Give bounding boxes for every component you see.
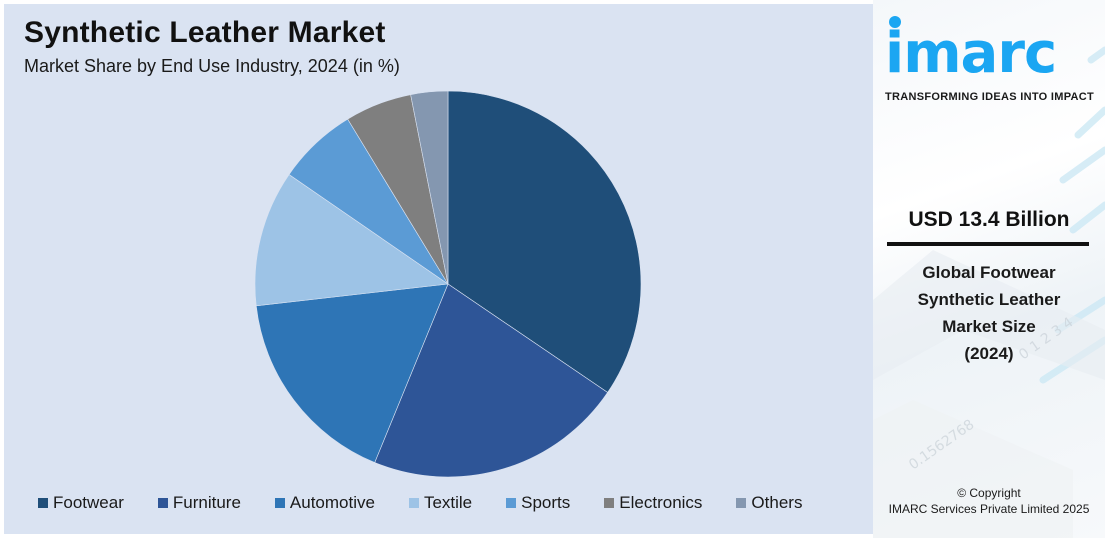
desc-line: Global Footwear xyxy=(922,263,1056,282)
chart-title: Synthetic Leather Market xyxy=(24,16,386,49)
pie-slice-footwear xyxy=(447,90,642,393)
market-size-value: USD 13.4 Billion xyxy=(908,208,1070,231)
legend-item-textile: Textile xyxy=(408,493,473,513)
logo-dot-icon xyxy=(889,16,901,28)
legend-item-electronics: Electronics xyxy=(604,493,702,513)
legend-label: Textile xyxy=(423,493,473,512)
copyright-line: © Copyright xyxy=(957,486,1021,500)
legend-swatch xyxy=(274,498,285,508)
legend-item-sports: Sports xyxy=(506,493,570,513)
pie-slice-textile xyxy=(254,174,449,307)
legend-item-footwear: Footwear xyxy=(38,493,124,513)
legend-label: Electronics xyxy=(619,493,703,512)
legend-item-furniture: Furniture xyxy=(157,493,241,513)
legend-label: Furniture xyxy=(172,493,241,512)
brand-name: imarc xyxy=(885,21,1057,86)
desc-line: (2024) xyxy=(964,344,1014,363)
legend-item-others: Others xyxy=(736,493,802,513)
pie-slice-automotive xyxy=(255,283,449,463)
divider xyxy=(887,242,1089,246)
legend-swatch xyxy=(408,498,419,508)
desc-line: Synthetic Leather xyxy=(917,290,1061,309)
copyright-line: IMARC Services Private Limited 2025 xyxy=(888,502,1090,516)
desc-line: Market Size xyxy=(942,317,1036,336)
legend-swatch xyxy=(604,498,615,508)
chart-legend: Footwear Furniture Automotive Textile Sports… xyxy=(38,491,802,515)
legend-swatch xyxy=(506,498,517,508)
legend-label: Sports xyxy=(521,493,571,512)
chart-subtitle: Market Share by End Use Industry, 2024 (… xyxy=(24,56,400,76)
legend-label: Automotive xyxy=(289,493,375,512)
pie-chart xyxy=(254,90,642,478)
legend-label: Others xyxy=(751,493,803,512)
pie-slice-furniture xyxy=(374,283,609,478)
side-panel: 0 1 2 3 4 0.1562768 imarc TRANSFORMING I… xyxy=(873,0,1105,538)
legend-item-automotive: Automotive xyxy=(274,493,375,513)
legend-swatch xyxy=(38,498,48,508)
pie-slice-others xyxy=(410,90,449,285)
legend-label: Footwear xyxy=(53,493,124,512)
copyright: © Copyright IMARC Services Private Limit… xyxy=(873,485,1105,517)
brand-tagline: TRANSFORMING IDEAS INTO IMPACT xyxy=(885,91,1095,103)
imarc-logo: imarc xyxy=(885,14,1095,104)
background-decoration: 0 1 2 3 4 0.1562768 xyxy=(873,46,1105,538)
market-size-description: Global Footwear Synthetic Leather Market… xyxy=(873,259,1105,367)
legend-swatch xyxy=(157,498,168,508)
legend-swatch xyxy=(736,498,747,508)
